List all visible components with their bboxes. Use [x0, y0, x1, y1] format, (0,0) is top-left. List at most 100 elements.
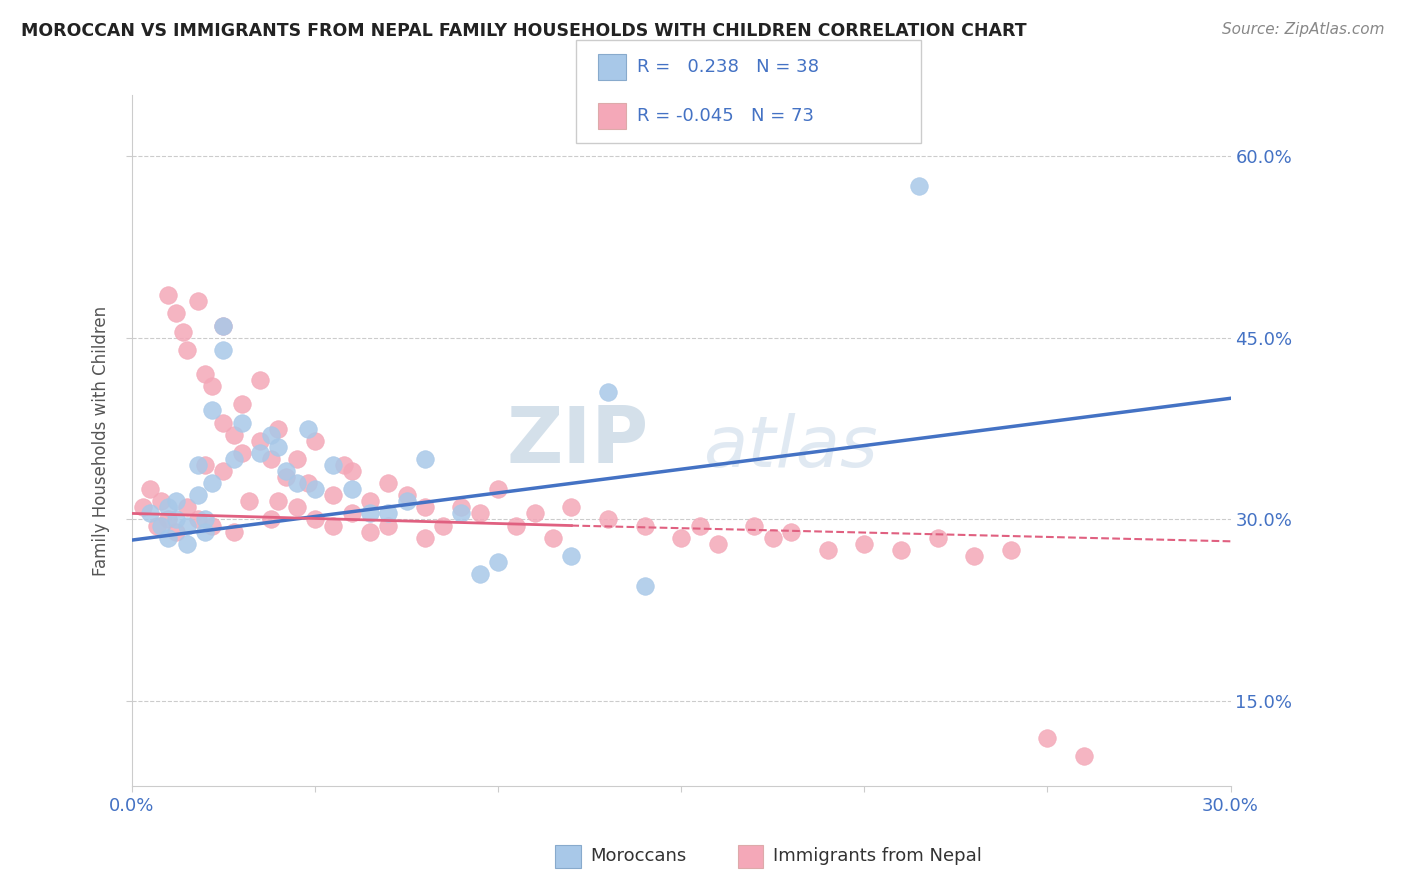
Point [596, 385, 619, 400]
Point [176, 537, 198, 551]
Point [523, 507, 546, 521]
Text: R = -0.045   N = 73: R = -0.045 N = 73 [637, 107, 814, 125]
Point [322, 518, 344, 533]
Point [212, 318, 235, 333]
Point [146, 518, 169, 533]
Point [194, 458, 217, 472]
Point [817, 542, 839, 557]
Point [231, 397, 253, 411]
Point [560, 500, 582, 515]
Point [340, 507, 363, 521]
Point [304, 482, 326, 496]
Point [249, 446, 271, 460]
Point [927, 531, 949, 545]
Point [689, 518, 711, 533]
Point [633, 518, 655, 533]
Point [267, 421, 290, 435]
Point [413, 500, 436, 515]
Point [238, 494, 260, 508]
Point [596, 512, 619, 526]
Point [212, 318, 235, 333]
Point [176, 500, 198, 515]
Point [274, 464, 297, 478]
Point [231, 416, 253, 430]
Point [468, 567, 491, 582]
Point [224, 524, 246, 539]
Point [165, 512, 187, 526]
Point [165, 524, 187, 539]
Point [231, 446, 253, 460]
Point [194, 524, 217, 539]
Point [267, 440, 290, 454]
Point [762, 531, 785, 545]
Point [150, 494, 173, 508]
Point [671, 531, 693, 545]
Point [201, 379, 224, 393]
Point [413, 451, 436, 466]
Point [633, 579, 655, 593]
Point [395, 494, 418, 508]
Point [157, 500, 180, 515]
Point [285, 500, 308, 515]
Point [780, 524, 803, 539]
Point [340, 482, 363, 496]
Point [157, 531, 180, 545]
Point [150, 518, 173, 533]
Text: Moroccans: Moroccans [591, 847, 686, 865]
Point [468, 507, 491, 521]
Point [377, 476, 399, 491]
Point [359, 524, 381, 539]
Point [285, 451, 308, 466]
Point [187, 458, 209, 472]
Point [359, 494, 381, 508]
Point [260, 451, 283, 466]
Text: Immigrants from Nepal: Immigrants from Nepal [773, 847, 983, 865]
Point [187, 512, 209, 526]
Point [139, 507, 162, 521]
Point [486, 555, 509, 569]
Point [1000, 542, 1022, 557]
Point [541, 531, 564, 545]
Point [260, 427, 283, 442]
Y-axis label: Family Households with Children: Family Households with Children [93, 306, 110, 575]
Point [297, 476, 319, 491]
Point [224, 427, 246, 442]
Point [249, 434, 271, 448]
Text: R =   0.238   N = 38: R = 0.238 N = 38 [637, 58, 818, 76]
Point [340, 464, 363, 478]
Point [707, 537, 730, 551]
Point [285, 476, 308, 491]
Point [139, 482, 162, 496]
Point [201, 476, 224, 491]
Point [395, 488, 418, 502]
Text: atlas: atlas [703, 413, 877, 482]
Point [377, 507, 399, 521]
Point [224, 451, 246, 466]
Point [304, 512, 326, 526]
Point [1073, 748, 1095, 763]
Point [176, 343, 198, 357]
Point [212, 416, 235, 430]
Point [963, 549, 986, 563]
Point [172, 325, 194, 339]
Point [157, 512, 180, 526]
Point [212, 343, 235, 357]
Point [187, 488, 209, 502]
Point [176, 518, 198, 533]
Point [274, 470, 297, 484]
Point [560, 549, 582, 563]
Point [132, 500, 155, 515]
Point [377, 518, 399, 533]
Point [212, 464, 235, 478]
Point [187, 294, 209, 309]
Point [194, 512, 217, 526]
Point [249, 373, 271, 387]
Point [413, 531, 436, 545]
Point [450, 500, 472, 515]
Point [165, 494, 187, 508]
Point [908, 179, 931, 194]
Point [744, 518, 766, 533]
Text: ZIP: ZIP [506, 402, 648, 479]
Point [297, 421, 319, 435]
Point [322, 458, 344, 472]
